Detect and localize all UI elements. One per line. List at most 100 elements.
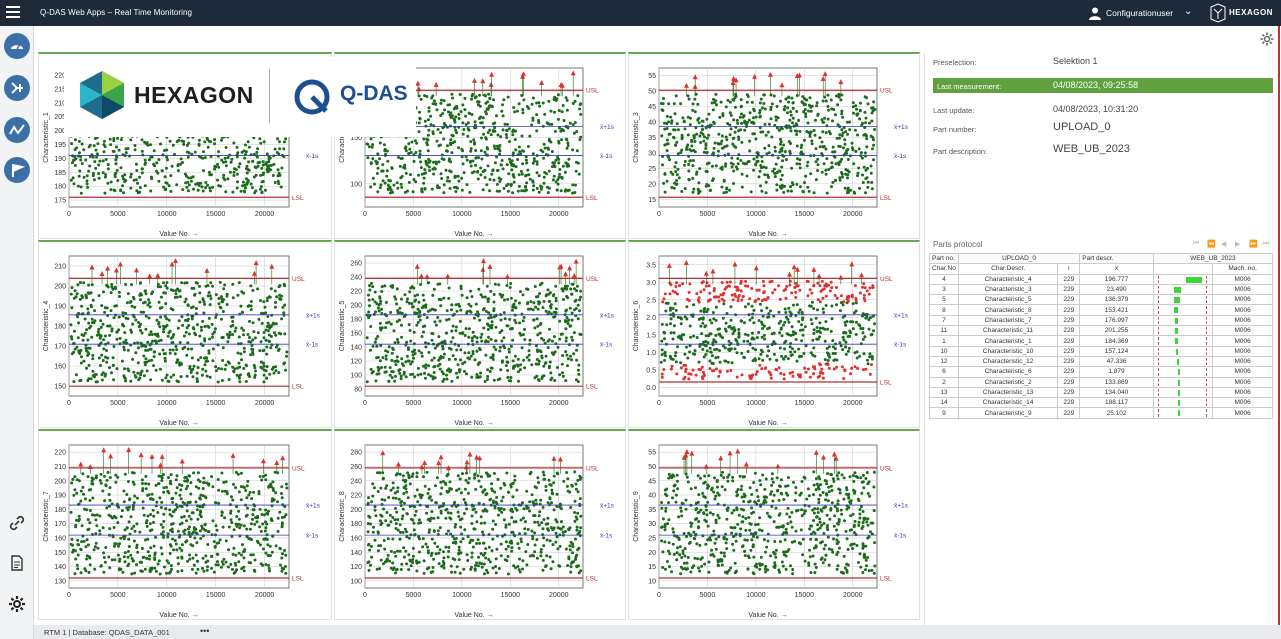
data-point (425, 163, 429, 167)
data-point (129, 328, 133, 332)
data-point (445, 373, 449, 377)
data-point (69, 178, 73, 182)
data-point (164, 302, 168, 306)
data-point (161, 525, 165, 529)
data-point (121, 570, 125, 574)
data-point (493, 282, 497, 286)
data-point (126, 480, 130, 483)
data-point (748, 374, 752, 378)
data-point (856, 174, 859, 178)
data-point (476, 177, 480, 181)
control-chart-4[interactable]: 150 160 170 180 190 200 210 0 5000 10000 15000 2000… (38, 240, 332, 428)
data-point (399, 377, 403, 381)
data-point (117, 290, 121, 294)
user-icon[interactable] (1088, 6, 1102, 20)
data-point (488, 189, 492, 193)
data-point (731, 162, 735, 166)
data-point (213, 138, 216, 142)
data-point (503, 122, 507, 126)
data-point (153, 339, 157, 343)
data-point (763, 146, 767, 150)
data-point (127, 154, 131, 158)
data-point (673, 112, 677, 116)
gear-icon[interactable] (1260, 32, 1274, 46)
data-point (787, 95, 791, 99)
line-trend-icon[interactable] (4, 117, 30, 143)
data-point (521, 162, 525, 166)
data-point (367, 316, 371, 320)
chevron-down-icon[interactable]: ⌄ (1184, 6, 1193, 17)
control-chart-5[interactable]: 80 100 120 140 160 180 200 220 240 260 0 5000 10000 1… (334, 240, 626, 428)
data-point (282, 311, 286, 315)
data-point (822, 162, 826, 166)
data-point (721, 336, 724, 340)
data-point (565, 284, 569, 288)
data-point (224, 190, 228, 194)
data-point (156, 285, 160, 289)
data-point (760, 367, 764, 371)
data-point (770, 343, 774, 347)
data-point (769, 108, 773, 111)
settings-gear-icon[interactable] (8, 595, 26, 613)
link-icon[interactable] (8, 514, 26, 532)
data-point (711, 177, 715, 181)
data-point (680, 133, 684, 137)
data-point (494, 348, 498, 352)
outlier-marker (424, 273, 430, 279)
data-point (851, 327, 855, 331)
data-point (570, 282, 574, 286)
data-point (80, 162, 84, 166)
data-point (819, 371, 822, 375)
data-point (579, 289, 583, 293)
data-point (74, 523, 78, 527)
control-chart-6[interactable]: 0.0 0.5 1.0 1.5 2.0 2.5 3.0 3.5 0 5000 10000 15000 2… (628, 240, 920, 428)
data-point (124, 379, 128, 383)
data-point (389, 322, 393, 326)
flag-run-icon[interactable] (4, 157, 30, 183)
data-point (244, 364, 248, 368)
data-point (230, 157, 234, 161)
data-point (241, 184, 244, 188)
data-point (485, 183, 489, 187)
data-point (535, 101, 539, 105)
data-point (180, 549, 184, 552)
data-point (265, 522, 269, 526)
control-chart-7[interactable]: 130 140 150 160 170 180 190 200 210 220 0 5000 10000… (38, 429, 332, 620)
shuffle-tree-icon[interactable] (4, 75, 30, 101)
report-document-icon[interactable] (8, 554, 26, 572)
data-point (801, 316, 805, 320)
data-point (482, 326, 486, 330)
data-point (868, 286, 872, 290)
data-point (849, 372, 852, 376)
data-point (169, 307, 173, 311)
data-point (722, 302, 726, 306)
data-point (450, 379, 454, 383)
data-point (135, 522, 139, 526)
y-tick-label: 2.0 (646, 315, 656, 322)
data-point (203, 325, 207, 328)
data-point (467, 302, 471, 306)
data-point (128, 300, 132, 304)
data-point (129, 379, 133, 383)
data-point (831, 345, 835, 349)
data-point (185, 539, 189, 543)
data-point (757, 357, 761, 361)
data-point (857, 166, 861, 170)
data-point (564, 137, 568, 141)
hamburger-menu-icon[interactable] (6, 6, 20, 18)
control-chart-3[interactable]: 15 20 25 30 35 40 45 50 55 0 5000 10000 15000 20000 Va… (628, 52, 920, 239)
data-point (256, 331, 260, 335)
cloud-gauge-icon[interactable] (4, 33, 30, 59)
data-point (82, 175, 86, 179)
data-point (535, 348, 539, 352)
data-point (725, 190, 729, 194)
data-point (207, 325, 211, 329)
data-point (422, 181, 426, 185)
data-point (529, 307, 533, 311)
data-point (130, 283, 133, 287)
user-name[interactable]: Configurationuser (1106, 8, 1174, 18)
data-point (828, 289, 832, 293)
data-point (266, 296, 270, 300)
data-point (507, 140, 511, 144)
data-point (770, 102, 774, 106)
